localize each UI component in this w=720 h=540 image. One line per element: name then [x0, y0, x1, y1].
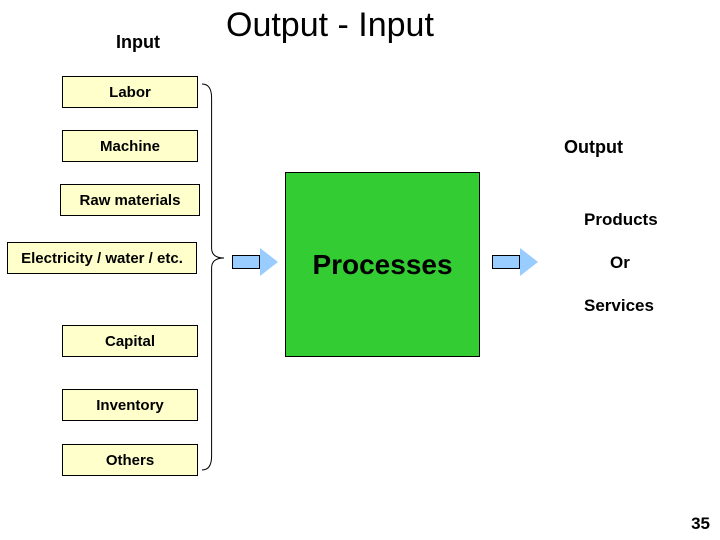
input-box-0: Labor [62, 76, 198, 108]
arrow-0 [232, 248, 278, 276]
arrow-stem [492, 255, 520, 269]
input-box-label: Inventory [96, 397, 164, 414]
slide-title: Output - Input [226, 6, 434, 45]
output-label-2: Services [584, 296, 654, 316]
input-box-label: Raw materials [80, 192, 181, 209]
input-box-5: Inventory [62, 389, 198, 421]
output-heading: Output [564, 137, 623, 158]
input-box-6: Others [62, 444, 198, 476]
process-label: Processes [312, 249, 452, 281]
input-box-label: Others [106, 452, 154, 469]
arrow-1 [492, 248, 538, 276]
arrow-stem [232, 255, 260, 269]
arrow-head [260, 248, 278, 276]
input-box-label: Machine [100, 138, 160, 155]
arrow-head [520, 248, 538, 276]
bracket [202, 74, 242, 480]
input-box-label: Labor [109, 84, 151, 101]
input-box-3: Electricity / water / etc. [7, 242, 197, 274]
input-box-2: Raw materials [60, 184, 200, 216]
output-label-1: Or [610, 253, 630, 273]
page-number: 35 [691, 514, 710, 534]
input-box-label: Capital [105, 333, 155, 350]
output-label-0: Products [584, 210, 658, 230]
input-box-label: Electricity / water / etc. [21, 250, 183, 267]
process-box: Processes [285, 172, 480, 357]
input-box-4: Capital [62, 325, 198, 357]
input-box-1: Machine [62, 130, 198, 162]
input-heading: Input [116, 32, 160, 53]
